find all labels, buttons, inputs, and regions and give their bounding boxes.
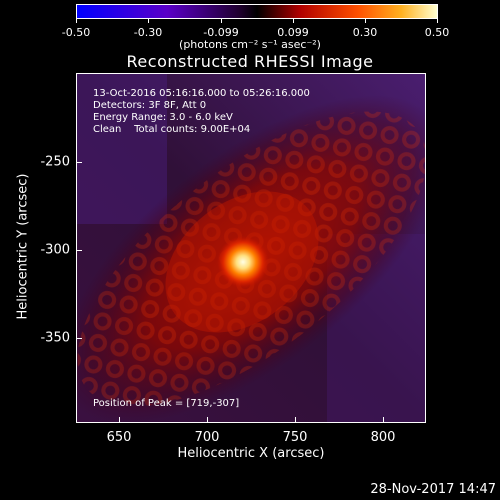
colorbar-tick-label: -0.099 <box>203 26 239 39</box>
x-tick <box>207 417 208 423</box>
colorbar-tick-label: 0.099 <box>277 26 309 39</box>
x-tick-label: 750 <box>282 430 308 445</box>
image-plot: 13-Oct-2016 05:16:16.000 to 05:26:16.000… <box>76 73 426 423</box>
colorbar-tick <box>437 19 438 23</box>
x-tick <box>295 417 296 423</box>
colorbar-tick-label: 0.50 <box>424 26 450 39</box>
timestamp: 28-Nov-2017 14:47 <box>370 482 496 497</box>
colorbar-tick <box>76 19 77 23</box>
colorbar-tick-label: -0.30 <box>133 26 163 39</box>
x-tick <box>383 417 384 423</box>
y-tick <box>76 338 82 339</box>
plot-title: Reconstructed RHESSI Image <box>126 52 374 71</box>
y-tick-label: -250 <box>40 154 70 170</box>
x-tick-label: 650 <box>106 430 132 445</box>
info-energy-range: Energy Range: 3.0 - 6.0 keV <box>93 112 233 123</box>
info-time-range: 13-Oct-2016 05:16:16.000 to 05:26:16.000 <box>93 88 310 99</box>
y-tick <box>76 250 82 251</box>
peak-position: Position of Peak = [719,-307] <box>93 398 240 409</box>
colorbar-tick-label: 0.30 <box>352 26 378 39</box>
x-tick-label: 700 <box>194 430 220 445</box>
y-axis-label: Heliocentric Y (arcsec) <box>15 173 31 320</box>
colorbar-tick <box>365 19 366 23</box>
colorbar-tick <box>148 19 149 23</box>
colorbar-units: (photons cm⁻² s⁻¹ asec⁻²) <box>179 38 321 51</box>
colorbar-tick-label: -0.50 <box>61 26 91 39</box>
colorbar-tick <box>293 19 294 23</box>
colorbar <box>76 4 438 19</box>
info-clean-counts: Clean Total counts: 9.00E+04 <box>93 124 251 135</box>
x-tick-label: 800 <box>370 430 396 445</box>
info-detectors: Detectors: 3F 8F, Att 0 <box>93 100 207 111</box>
y-tick <box>76 162 82 163</box>
solar-image <box>77 74 425 422</box>
colorbar-tick <box>221 19 222 23</box>
x-axis-label: Heliocentric X (arcsec) <box>177 446 325 461</box>
y-tick-label: -350 <box>40 330 70 346</box>
x-tick <box>119 417 120 423</box>
y-tick-label: -300 <box>40 242 70 258</box>
